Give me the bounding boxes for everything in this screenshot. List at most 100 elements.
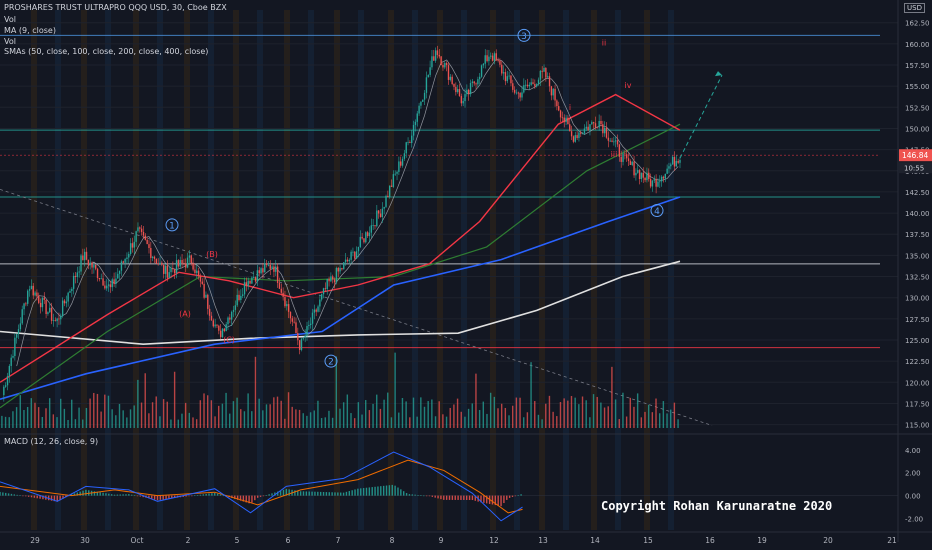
volume-bar <box>647 404 650 428</box>
macd-histogram-bar <box>365 487 368 496</box>
volume-bar <box>48 398 51 428</box>
macd-histogram-bar <box>39 495 41 499</box>
candle-body <box>328 278 330 282</box>
volume-bar <box>295 409 297 428</box>
legend-ma[interactable]: MA (9, close) <box>4 26 56 35</box>
candle-body <box>273 266 275 272</box>
macd-signal-line <box>0 459 523 514</box>
volume-bar <box>585 400 587 428</box>
sma-100-line <box>0 123 681 409</box>
candle-body <box>572 136 575 142</box>
candle-body <box>275 266 277 272</box>
volume-bar <box>677 419 679 428</box>
candle-body <box>139 227 141 229</box>
volume-bar <box>15 407 18 428</box>
macd-histogram-bar <box>514 495 517 497</box>
candle-body <box>89 262 91 266</box>
candle-body <box>635 172 637 176</box>
legend-vol[interactable]: Vol <box>4 15 16 24</box>
candle-body <box>480 65 483 77</box>
macd-histogram-bar <box>297 490 299 496</box>
candle-body <box>458 89 461 97</box>
macd-histogram-bar <box>36 495 38 499</box>
macd-histogram-bar <box>445 495 448 500</box>
candle-body <box>148 244 150 249</box>
session-band-blue <box>358 10 364 530</box>
macd-histogram-bar <box>128 494 130 496</box>
session-band-orange <box>81 10 87 530</box>
candle-body <box>28 289 31 291</box>
session-band-orange <box>31 10 37 530</box>
candle-body <box>598 120 600 128</box>
macd-histogram-bar <box>454 495 456 500</box>
candle-body <box>570 131 573 137</box>
wave-label-red: ii <box>602 39 606 48</box>
candle-body <box>361 236 363 239</box>
volume-bar <box>225 392 227 428</box>
macd-histogram-bar <box>99 492 101 496</box>
macd-histogram-bar <box>294 490 296 496</box>
macd-histogram-bar <box>242 495 245 502</box>
volume-bar <box>578 404 580 428</box>
macd-histogram-bar <box>463 495 465 500</box>
candle-body <box>267 264 270 266</box>
volume-bar <box>467 408 470 428</box>
macd-histogram-bar <box>457 495 459 500</box>
volume-bar <box>581 396 584 428</box>
candle-body <box>651 180 654 187</box>
session-band-orange <box>490 10 496 530</box>
volume-bar <box>570 396 573 428</box>
volume-bar <box>409 417 411 428</box>
volume-bars <box>1 352 679 428</box>
macd-histogram-bar <box>208 493 210 496</box>
macd-histogram-bar <box>420 495 422 496</box>
macd-histogram-bar <box>425 495 428 497</box>
candle-body <box>679 160 681 163</box>
volume-bar <box>368 410 371 428</box>
candle-body <box>587 126 589 131</box>
volume-bar <box>622 392 624 428</box>
volume-bar <box>280 400 282 428</box>
macd-histogram-bar <box>374 486 376 496</box>
macd-histogram-bar <box>288 489 290 496</box>
candle-body <box>50 307 53 321</box>
macd-y-tick-label: 4.00 <box>905 447 921 455</box>
candle-body <box>517 92 520 94</box>
wave-label-red: (A) <box>179 309 191 318</box>
volume-bar <box>464 416 466 428</box>
candle-body <box>539 70 542 80</box>
macd-histogram-bar <box>125 494 127 496</box>
candle-body <box>431 56 433 68</box>
legend-smas[interactable]: SMAs (50, close, 100, close, 200, close,… <box>4 47 209 56</box>
currency-label[interactable]: USD <box>904 3 925 13</box>
candle-body <box>660 176 663 182</box>
candle-body <box>311 312 314 324</box>
candle-body <box>271 266 273 269</box>
volume-bar <box>394 352 396 428</box>
volume-bar <box>273 397 275 428</box>
legend-macd[interactable]: MACD (12, 26, close, 9) <box>4 437 99 446</box>
volume-bar <box>203 393 205 428</box>
volume-bar <box>221 403 224 428</box>
candle-body <box>155 258 158 264</box>
candle-body <box>638 170 641 180</box>
macd-histogram-bar <box>437 495 439 499</box>
volume-bar <box>166 401 168 428</box>
candle-body <box>666 168 668 174</box>
candle-body <box>344 259 347 263</box>
legend-vol-2[interactable]: Vol <box>4 37 16 46</box>
candle-body <box>241 294 244 296</box>
candle-body <box>335 267 338 283</box>
volume-bar <box>240 409 242 428</box>
candle-body <box>670 164 672 167</box>
candle-body <box>589 124 591 131</box>
candle-body <box>569 124 571 132</box>
candle-body <box>671 156 674 165</box>
macd-histogram-bar <box>517 495 519 496</box>
candle-body <box>107 284 110 286</box>
trendline-dotted <box>0 189 713 426</box>
candle-body <box>72 275 75 289</box>
macd-histogram-bar <box>0 491 1 496</box>
candle-body <box>238 294 240 300</box>
